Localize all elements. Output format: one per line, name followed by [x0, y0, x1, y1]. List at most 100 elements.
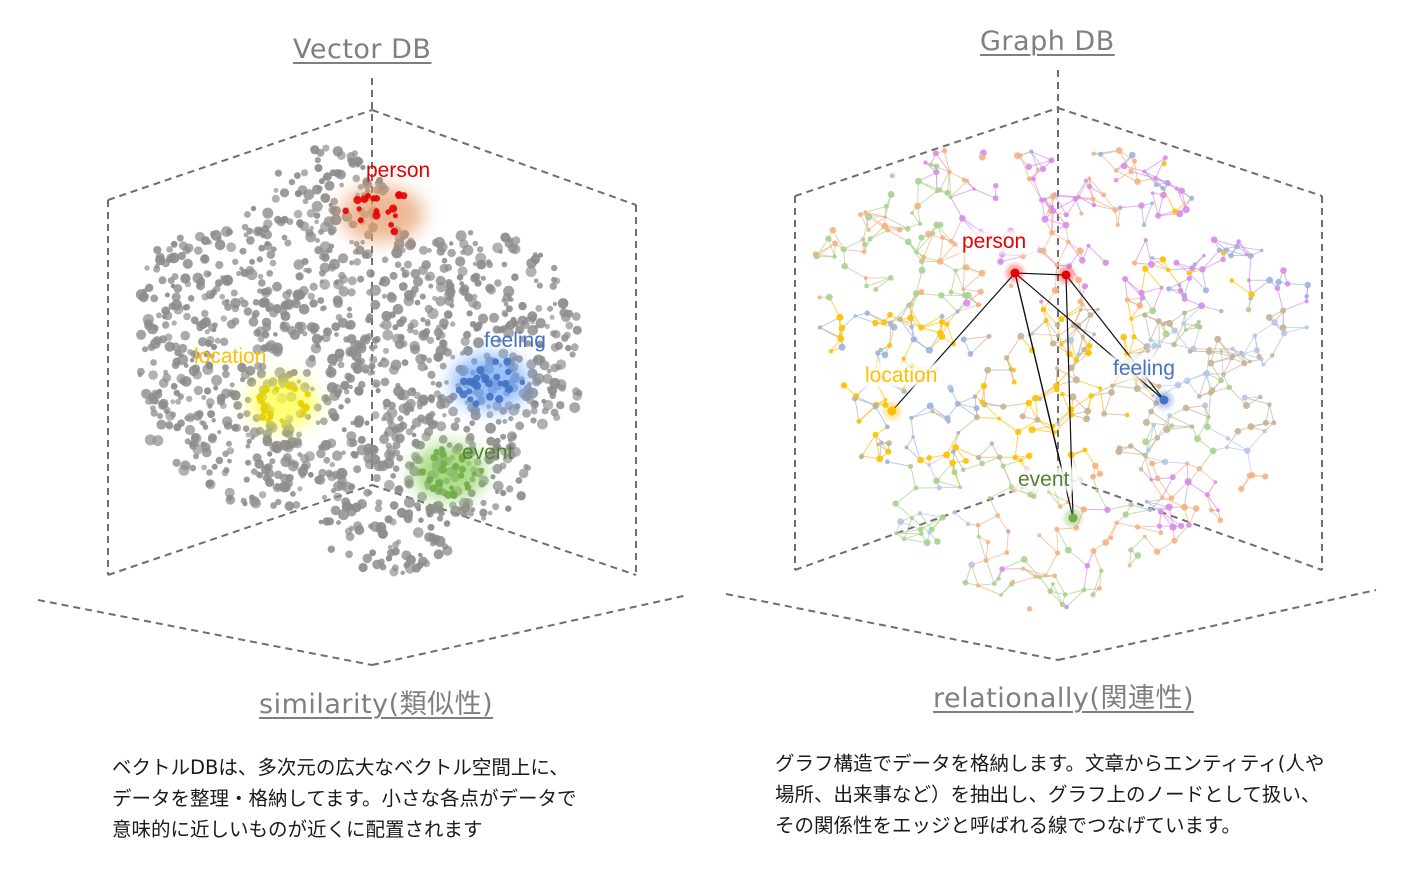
- graph-node: [1142, 452, 1147, 458]
- vector-point: [403, 409, 411, 416]
- graph-node: [1304, 293, 1310, 299]
- graph-node: [1274, 285, 1281, 291]
- vector-point: [403, 295, 415, 307]
- person-cluster-point: [388, 221, 394, 228]
- vector-point: [418, 517, 424, 523]
- vector-point: [180, 330, 190, 341]
- graph-edge: [1124, 278, 1128, 300]
- vector-point: [345, 349, 353, 357]
- graph-node: [885, 227, 891, 233]
- vector-point: [162, 373, 172, 383]
- feeling-cluster-point: [519, 379, 526, 386]
- vector-point: [297, 486, 303, 492]
- vector-point: [193, 385, 204, 396]
- vector-point: [409, 340, 420, 352]
- vector-point: [215, 279, 223, 287]
- vector-point: [443, 346, 449, 352]
- graph-node: [1142, 438, 1150, 446]
- graph-node: [1120, 333, 1127, 341]
- vector-point: [424, 318, 431, 325]
- vector-point: [337, 361, 345, 369]
- vector-point: [209, 353, 215, 359]
- graph-node: [1110, 383, 1115, 388]
- vector-point: [351, 350, 362, 362]
- graph-node: [1081, 346, 1087, 353]
- vector-point: [256, 369, 266, 379]
- vector-point: [410, 268, 421, 279]
- feeling-cluster-point: [503, 357, 512, 366]
- graph-node: [1091, 151, 1096, 156]
- graph-node: [1140, 295, 1146, 301]
- graph-node: [1186, 522, 1192, 528]
- vector-point: [509, 297, 514, 302]
- graph-edge: [899, 319, 916, 340]
- graph-node: [926, 402, 934, 410]
- graph-node: [1142, 312, 1148, 318]
- vector-point: [411, 432, 417, 438]
- graph-edge: [1076, 379, 1101, 389]
- graph-edge: [1147, 424, 1155, 451]
- graph-node: [928, 162, 934, 167]
- vector-point: [222, 364, 229, 372]
- vector-point: [391, 433, 400, 442]
- graph-edge: [1053, 198, 1076, 212]
- vector-point: [262, 436, 273, 447]
- person-cluster-point: [365, 192, 371, 199]
- location-cluster-point: [292, 385, 299, 392]
- graph-node: [864, 310, 870, 316]
- vector-point: [436, 247, 446, 256]
- vector-point: [420, 399, 428, 407]
- vector-point: [268, 346, 276, 354]
- vector-point: [245, 432, 251, 438]
- vector-point: [405, 398, 416, 409]
- graph-edge: [816, 238, 829, 257]
- vector-point: [319, 417, 328, 426]
- graph-edge: [889, 323, 892, 346]
- vector-point: [170, 283, 176, 289]
- vector-point: [189, 441, 198, 450]
- vector-point: [486, 285, 496, 295]
- graph-edge: [919, 513, 933, 530]
- graph-node: [927, 463, 931, 467]
- graph-edge: [843, 248, 865, 253]
- graph-db-caption: グラフ構造でデータを格納します。文章からエンティティ(人や 場所、出来事など）を…: [775, 748, 1324, 841]
- graph-node: [933, 163, 940, 170]
- vector-point: [537, 418, 548, 430]
- graph-node: [1182, 206, 1190, 214]
- vector-point: [206, 271, 212, 277]
- vector-point: [222, 370, 230, 379]
- vector-point: [486, 436, 496, 446]
- vector-point: [404, 260, 412, 269]
- vector-point: [211, 374, 223, 386]
- vector-point: [351, 150, 358, 157]
- graph-node: [1186, 480, 1192, 486]
- graph-edge: [1151, 257, 1169, 271]
- graph-node: [1141, 222, 1147, 228]
- vector-point: [250, 205, 257, 212]
- vector-point: [353, 465, 362, 474]
- vector-point: [236, 270, 242, 277]
- vector-point: [282, 453, 292, 462]
- vector-point: [245, 365, 256, 376]
- graph-edge: [1092, 198, 1116, 211]
- graph-node: [1146, 447, 1151, 453]
- vector-point: [274, 470, 283, 480]
- vector-point: [394, 339, 405, 350]
- graph-node: [1158, 530, 1164, 536]
- graph-edge: [1061, 309, 1082, 320]
- graph-edge: [1023, 559, 1040, 578]
- graph-node: [813, 253, 820, 260]
- graph-edge: [1198, 373, 1208, 397]
- vector-point: [196, 277, 206, 286]
- vector-point: [333, 279, 344, 290]
- graph-node: [980, 382, 988, 390]
- graph-node: [1041, 215, 1049, 223]
- graph-edge: [1204, 405, 1208, 427]
- vector-point: [319, 253, 326, 261]
- graph-edge: [1105, 522, 1118, 543]
- graph-node: [1234, 243, 1241, 250]
- graph-node: [1160, 186, 1166, 191]
- event-cluster-point: [471, 471, 477, 477]
- graph-node: [896, 226, 903, 233]
- graph-node: [1113, 168, 1119, 173]
